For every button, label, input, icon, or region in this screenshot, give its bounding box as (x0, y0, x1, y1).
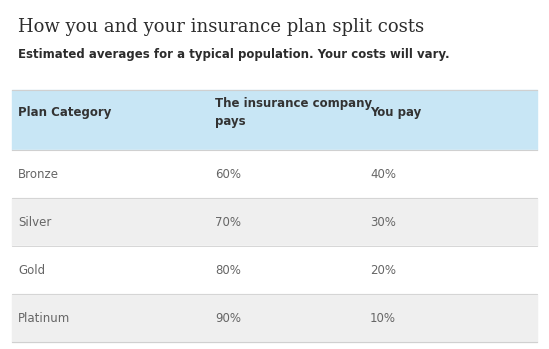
Text: 90%: 90% (215, 312, 241, 325)
Text: Gold: Gold (18, 263, 45, 276)
Text: You pay: You pay (370, 106, 421, 119)
Text: Platinum: Platinum (18, 312, 70, 325)
Text: 40%: 40% (370, 168, 396, 180)
Text: 70%: 70% (215, 215, 241, 229)
Text: Plan Category: Plan Category (18, 106, 111, 119)
Text: Bronze: Bronze (18, 168, 59, 180)
Bar (12, 150, 537, 198)
Text: The insurance company
pays: The insurance company pays (215, 97, 372, 128)
Bar (12, 198, 537, 246)
Text: 80%: 80% (215, 263, 241, 276)
Text: 20%: 20% (370, 263, 396, 276)
Bar (12, 294, 537, 342)
Text: 30%: 30% (370, 215, 396, 229)
Text: 10%: 10% (370, 312, 396, 325)
Bar (12, 246, 537, 294)
Bar (12, 90, 537, 150)
Text: How you and your insurance plan split costs: How you and your insurance plan split co… (18, 18, 424, 36)
Text: 60%: 60% (215, 168, 241, 180)
Text: Estimated averages for a typical population. Your costs will vary.: Estimated averages for a typical populat… (18, 48, 450, 61)
Text: Silver: Silver (18, 215, 52, 229)
